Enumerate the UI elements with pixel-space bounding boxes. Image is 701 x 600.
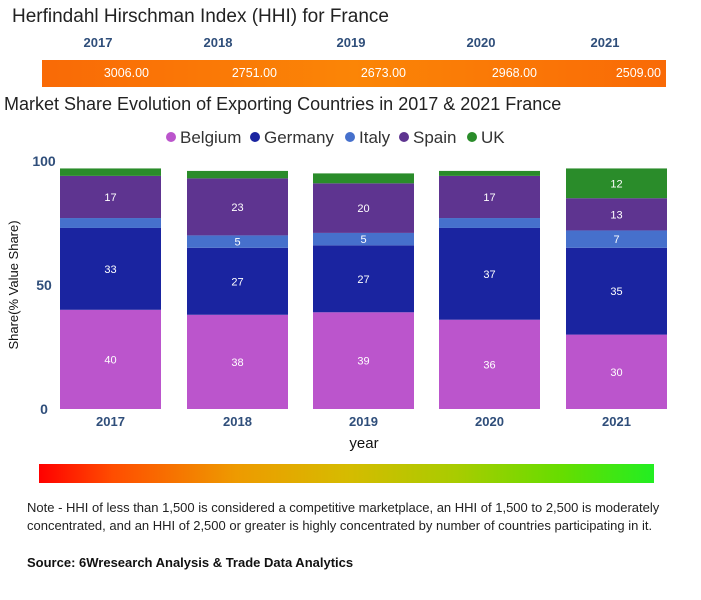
data-label: 20	[357, 203, 369, 215]
data-label: 17	[483, 192, 495, 204]
source-text: Source: 6Wresearch Analysis & Trade Data…	[27, 555, 354, 570]
y-tick-label: 0	[40, 401, 48, 417]
bar-segment	[313, 232, 414, 246]
hhi-value: 2673.00	[360, 66, 406, 80]
stacked-bar-chart: Belgium Germany Italy Spain UK Share(% Value …	[6, 128, 667, 452]
legend-swatch	[345, 132, 355, 142]
data-label: 37	[483, 269, 495, 281]
legend-swatch	[399, 132, 409, 142]
bar-segment	[187, 247, 288, 315]
y-tick-label: 100	[32, 153, 56, 169]
data-label: 36	[483, 359, 495, 371]
bar-segment	[439, 218, 540, 228]
bar-segment	[566, 230, 667, 248]
bar-segment	[439, 319, 540, 409]
data-label: 27	[231, 276, 243, 288]
hhi-value-bar: 3006.00 2751.00 2673.00 2968.00 2509.00	[42, 60, 666, 87]
hhi-value: 2968.00	[491, 66, 537, 80]
hhi-value: 3006.00	[103, 66, 149, 80]
bar-segment	[566, 198, 667, 231]
data-label: 12	[610, 178, 622, 190]
bar-segment	[566, 247, 667, 335]
x-axis-label: year	[349, 435, 378, 452]
data-label: 27	[357, 274, 369, 286]
y-axis-label: Share(% Value Share)	[6, 220, 21, 349]
x-tick-label: 2021	[602, 414, 631, 429]
legend-label: Belgium	[180, 128, 241, 147]
bar-segment	[187, 170, 288, 179]
bar-segment	[439, 227, 540, 320]
legend-swatch	[250, 132, 260, 142]
bar-segment	[187, 178, 288, 236]
bar-segment	[60, 218, 161, 228]
data-label: 23	[231, 202, 243, 214]
bar-segment	[313, 183, 414, 233]
legend-label: UK	[481, 128, 505, 147]
hhi-year-label: 2018	[203, 35, 233, 50]
data-label: 33	[104, 264, 116, 276]
hhi-note: Note - HHI of less than 1,500 is conside…	[27, 500, 660, 533]
y-tick-label: 50	[36, 277, 52, 293]
x-tick-label: 2019	[349, 414, 378, 429]
bar-segment	[313, 245, 414, 313]
hhi-year-label: 2021	[590, 35, 620, 50]
bar-segment	[60, 175, 161, 219]
data-label: 17	[104, 192, 116, 204]
hhi-value: 2509.00	[615, 66, 661, 80]
legend-swatch	[467, 132, 477, 142]
data-label: 38	[231, 357, 243, 369]
hhi-year-label: 2020	[466, 35, 496, 50]
hhi-value: 2751.00	[231, 66, 277, 80]
data-label: 35	[610, 286, 622, 298]
data-label: 40	[104, 354, 116, 366]
chart-title: Market Share Evolution of Exporting Coun…	[4, 94, 562, 114]
data-label: 5	[234, 237, 240, 249]
hhi-title: Herfindahl Hirschman Index (HHI) for Fra…	[12, 6, 389, 27]
legend-label: Germany	[264, 128, 334, 147]
bar-segment	[187, 235, 288, 248]
bar-segment	[439, 170, 540, 176]
bar-segment	[313, 173, 414, 184]
bar-segment	[60, 227, 161, 310]
bar-segment	[60, 309, 161, 409]
hhi-year-label: 2017	[83, 35, 113, 50]
data-label: 5	[360, 234, 366, 246]
x-tick-label: 2017	[96, 414, 125, 429]
x-tick-label: 2018	[223, 414, 252, 429]
bar-segment	[187, 314, 288, 409]
bar-segment	[439, 175, 540, 219]
legend-label: Spain	[413, 128, 456, 147]
bar-segment	[566, 168, 667, 199]
x-tick-label: 2020	[475, 414, 504, 429]
legend-label: Italy	[359, 128, 391, 147]
data-label: 13	[610, 209, 622, 221]
bar-segment	[566, 334, 667, 409]
concentration-gradient-bar	[39, 464, 654, 483]
data-label: 30	[610, 367, 622, 379]
hhi-year-label: 2019	[336, 35, 366, 50]
data-label: 7	[613, 234, 619, 246]
data-label: 39	[357, 356, 369, 368]
legend-swatch	[166, 132, 176, 142]
bar-segment	[60, 168, 161, 176]
bar-segment	[313, 312, 414, 409]
